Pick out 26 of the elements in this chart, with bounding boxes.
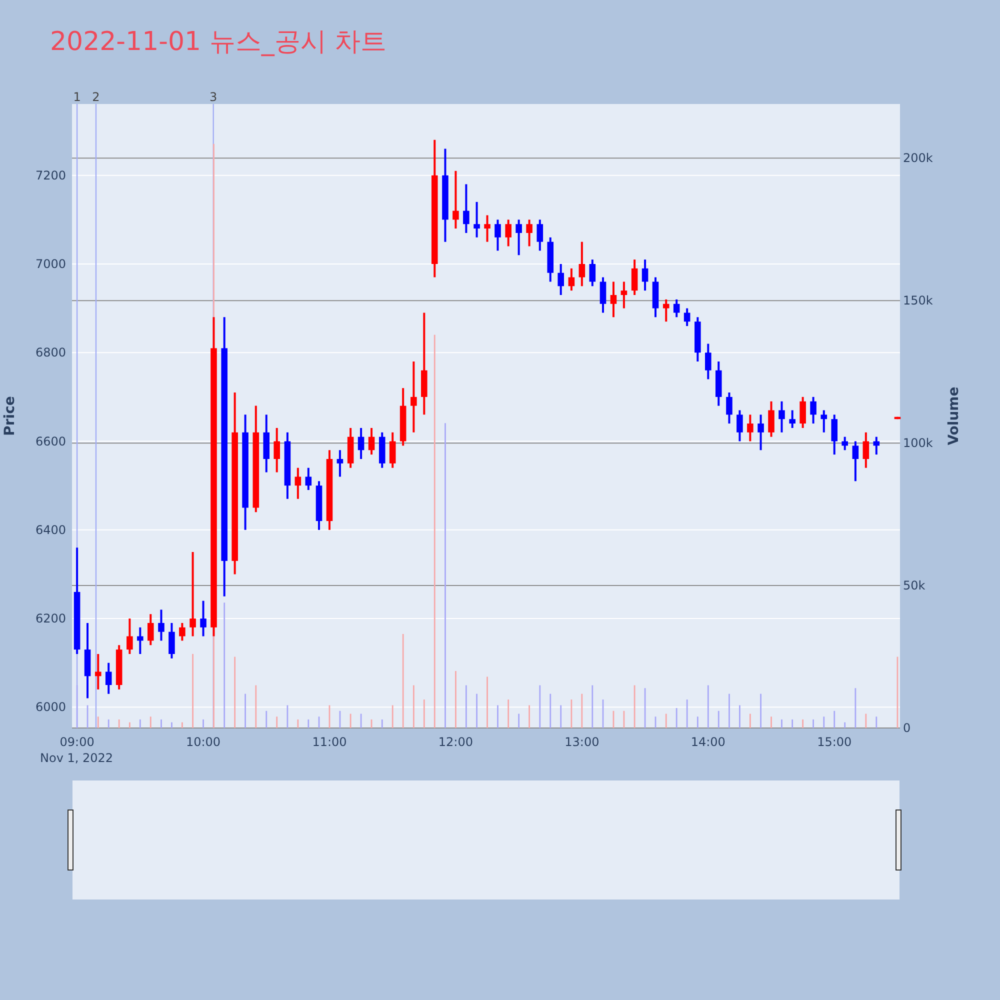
y2-tick-label: 200k <box>903 151 933 166</box>
y2-axis-title: Volume <box>946 386 962 446</box>
text: Nov 1, 2022 <box>40 751 114 765</box>
x-tick-label: 11:00 <box>312 735 347 749</box>
y-axis-title: Price <box>2 396 18 436</box>
y2-tick-label: 150k <box>903 294 933 308</box>
chart-title: 2022-11-01 뉴스_공시 차트 <box>50 27 387 57</box>
y-tick-label: 7200 <box>35 168 66 182</box>
x-tick-label: 12:00 <box>438 735 474 749</box>
annotation: 3 <box>210 90 218 104</box>
y-tick-label: 7000 <box>35 256 66 271</box>
y-tick-label: 6000 <box>35 700 66 714</box>
y-tick-label: 6200 <box>35 612 66 626</box>
y-tick-label: 6800 <box>35 346 66 360</box>
y-tick-label: 6400 <box>35 522 66 537</box>
y2-tick-label: 100k <box>903 436 933 450</box>
annotation: 1 <box>73 90 81 104</box>
y2-tick-label: 50k <box>903 578 926 593</box>
x-tick-label: 13:00 <box>564 735 600 749</box>
y-tick-label: 6600 <box>35 434 66 448</box>
x-tick-label: 09:00 <box>60 735 94 749</box>
y2-tick-label: 0 <box>903 721 911 735</box>
x-tick-label: 15:00 <box>817 735 852 749</box>
annotation: 2 <box>92 90 100 104</box>
x-tick-label: 14:00 <box>690 735 726 749</box>
x-tick-label: 10:00 <box>186 735 221 749</box>
